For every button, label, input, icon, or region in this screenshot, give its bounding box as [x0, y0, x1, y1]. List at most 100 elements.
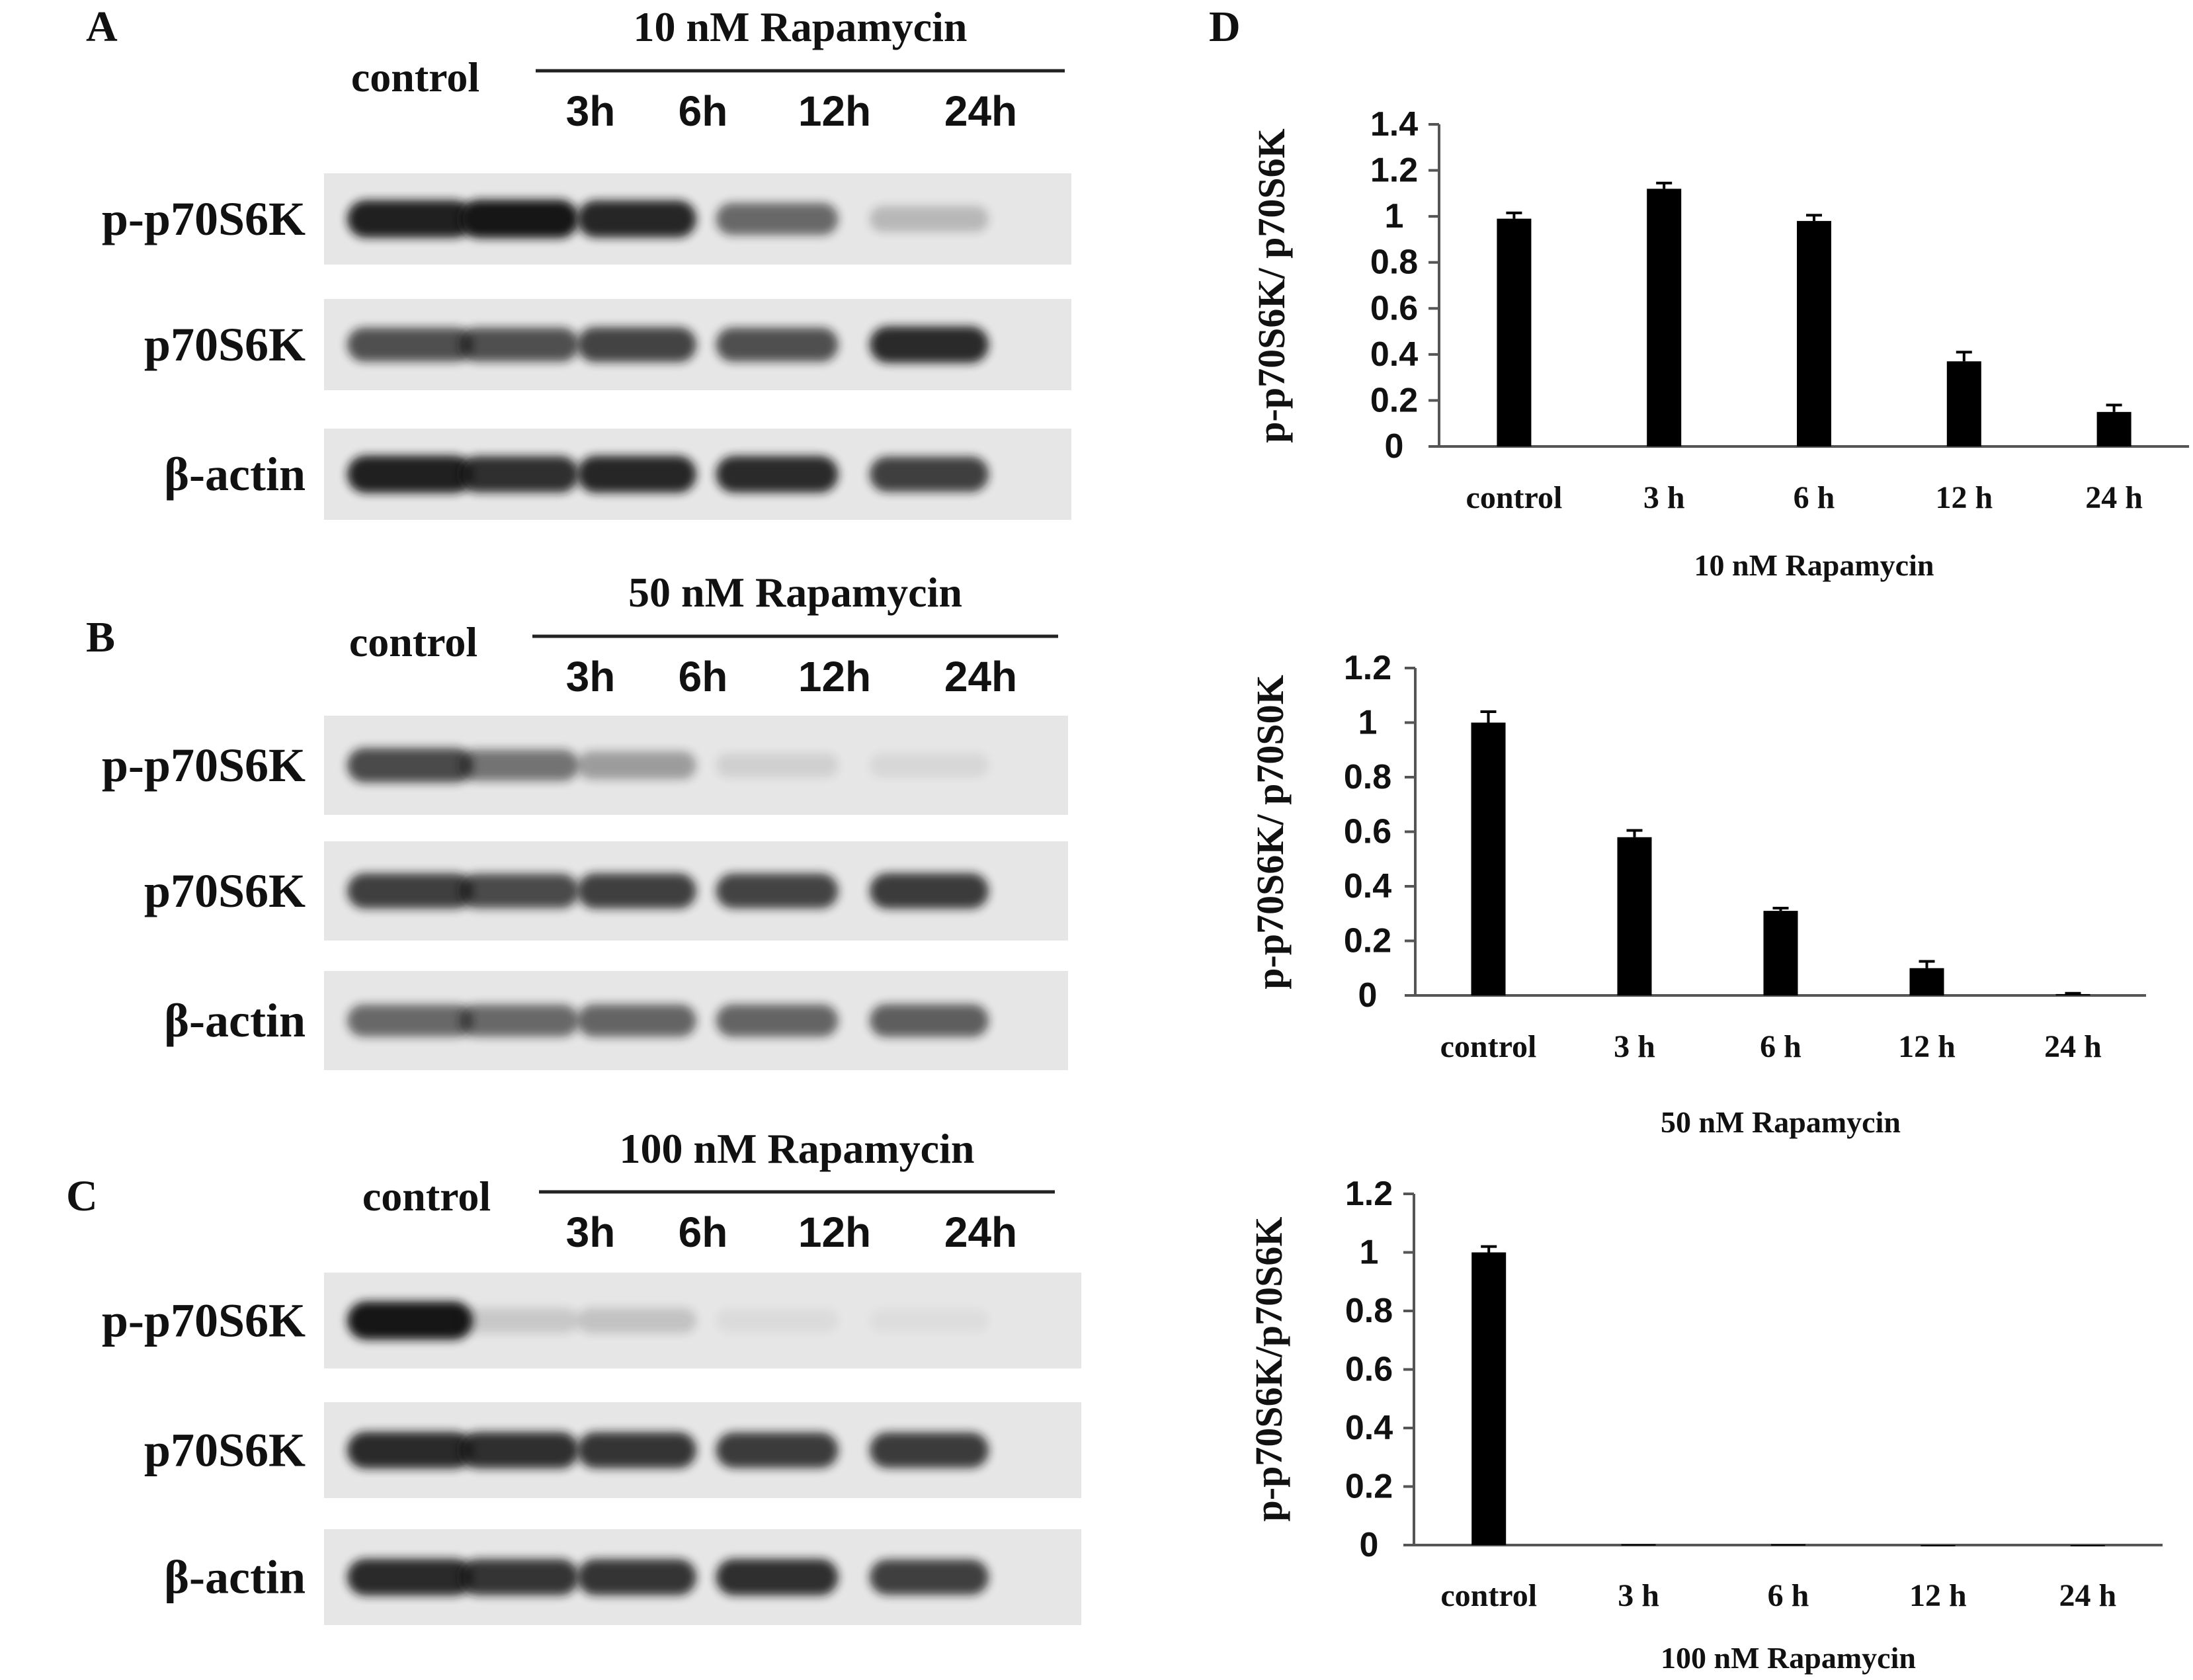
blot-band [347, 1431, 473, 1469]
panel-letter-c: C [66, 1172, 98, 1220]
time-lane-label: 12h [798, 87, 871, 135]
time-lane-label: 24h [944, 87, 1017, 135]
time-lane-label: 3h [566, 1208, 616, 1256]
blot-band [460, 749, 579, 781]
y-tick-label: 1.2 [1370, 151, 1418, 190]
x-category-label: 3 h [1643, 480, 1685, 515]
blot-band [460, 874, 579, 908]
bar [2096, 411, 2131, 446]
blot-band [577, 751, 696, 780]
y-axis-title: p-p70S6K/ p70S6K [1250, 128, 1293, 442]
bar [1647, 189, 1682, 446]
bar [1921, 1545, 1956, 1546]
blot-band [460, 456, 579, 493]
x-category-label: 12 h [1898, 1029, 1956, 1064]
western-blot-panel-c: 100 nM Rapamycin control 3h 6h 12h 24h p-p70S6… [102, 1125, 1081, 1625]
blot-band [716, 1432, 839, 1468]
blot-band [347, 200, 473, 238]
blot-band [870, 1309, 989, 1332]
x-category-label: 3 h [1618, 1578, 1659, 1613]
blot-band [347, 1558, 473, 1596]
x-category-label: 12 h [1935, 480, 1993, 515]
y-tick-label: 0.4 [1345, 1409, 1393, 1447]
blot-band [716, 1558, 839, 1596]
panel-letter-b: B [86, 613, 115, 661]
blot-row-label: p70S6K [144, 1424, 306, 1477]
blot-band [870, 1432, 989, 1468]
blot-band [577, 455, 696, 493]
blot-band [577, 1308, 696, 1333]
x-category-label: control [1466, 480, 1563, 515]
blot-band [870, 326, 989, 363]
x-axis-title: 10 nM Rapamycin [1694, 548, 1934, 582]
y-tick-label: 0.2 [1345, 1468, 1393, 1506]
blot-row-label: p-p70S6K [102, 192, 306, 245]
y-tick-label: 1 [1385, 197, 1404, 235]
blot-row-label: β-actin [164, 1551, 306, 1604]
bar-chart-50nm: 0 0.2 0.4 0.6 0.8 1 1.2 control 3 h 6 h 12 h 24 h 50… [1249, 649, 2146, 1139]
x-axis-title: 50 nM Rapamycin [1661, 1105, 1901, 1139]
bar-chart-10nm: 0 0.2 0.4 0.6 0.8 1 1.2 1.4 control 3 h 6 h 12 h 24 … [1250, 105, 2189, 582]
blot-band [577, 200, 696, 238]
y-tick-label: 1 [1358, 704, 1378, 742]
blot-band [347, 327, 473, 362]
blot-band [870, 873, 989, 909]
x-category-label: 24 h [2085, 480, 2143, 515]
time-lane-label: 12h [798, 653, 871, 700]
x-category-label: 6 h [1794, 480, 1835, 515]
bar [2055, 993, 2090, 995]
bar [1621, 1544, 1656, 1546]
blot-band [870, 1004, 989, 1037]
y-tick-label: 0.2 [1344, 922, 1391, 960]
blot-band [460, 1004, 579, 1037]
blot-band [716, 1004, 839, 1037]
blot-band [870, 456, 989, 492]
bar [1909, 968, 1944, 995]
bar [2070, 1545, 2105, 1546]
bar [1617, 837, 1652, 995]
blot-row-label: p70S6K [144, 318, 306, 371]
blot-band [716, 753, 839, 778]
time-lane-label: 6h [679, 87, 728, 135]
control-lane-label: control [362, 1173, 491, 1220]
blot-row-label: β-actin [164, 994, 306, 1047]
y-tick-label: 0.4 [1370, 335, 1418, 374]
time-lane-label: 12h [798, 1208, 871, 1256]
y-tick-label: 0 [1385, 427, 1404, 466]
x-category-label: 6 h [1760, 1029, 1801, 1064]
control-lane-label: control [349, 618, 477, 665]
western-blot-panel-b: 50 nM Rapamycin control 3h 6h 12h 24h p-p70S6K… [102, 569, 1068, 1070]
y-axis-title: p-p70S6K/p70S6K [1247, 1217, 1290, 1522]
time-lane-label: 3h [566, 653, 616, 700]
y-tick-label: 0 [1360, 1526, 1379, 1564]
x-category-label: control [1440, 1578, 1537, 1613]
blot-band [460, 1559, 579, 1595]
bar [1471, 1252, 1507, 1545]
blot-band [870, 206, 989, 232]
blot-band [347, 873, 473, 909]
panel-letter-a: A [86, 3, 118, 51]
y-tick-label: 0.8 [1370, 243, 1418, 282]
blot-band [460, 200, 579, 238]
x-category-label: 24 h [2059, 1578, 2116, 1613]
blot-band [870, 753, 989, 777]
blot-band [460, 1431, 579, 1469]
blot-band [577, 1432, 696, 1468]
time-lane-label: 24h [944, 653, 1017, 700]
blot-band [460, 1308, 579, 1333]
y-tick-label: 0.6 [1370, 289, 1418, 327]
bar-chart-100nm: 0 0.2 0.4 0.6 0.8 1 1.2 control 3 h 6 h 12 h 24 h 10… [1247, 1175, 2163, 1675]
blot-band [347, 1301, 473, 1340]
x-category-label: 6 h [1768, 1578, 1809, 1613]
x-category-label: control [1440, 1029, 1537, 1064]
bar [1471, 722, 1506, 995]
blot-band [460, 327, 579, 362]
bar [1497, 218, 1532, 446]
y-tick-label: 0 [1358, 976, 1378, 1015]
blot-band [347, 455, 473, 493]
treatment-header: 10 nM Rapamycin [634, 3, 968, 50]
time-lane-label: 6h [679, 1208, 728, 1256]
x-category-label: 24 h [2044, 1029, 2102, 1064]
blot-band [347, 1004, 473, 1037]
